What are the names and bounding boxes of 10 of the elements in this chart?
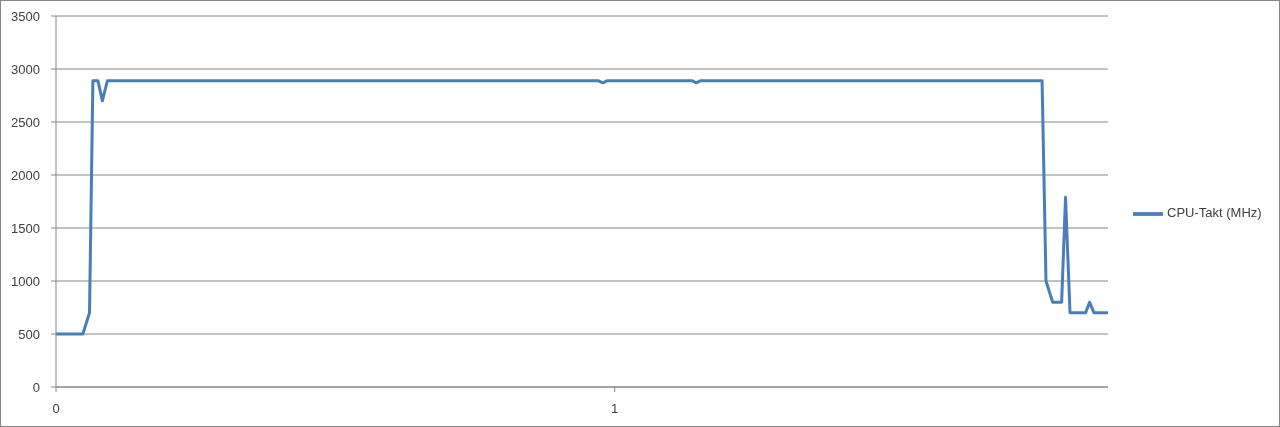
y-tick-label: 3500 [11,8,40,24]
y-tick-label: 0 [32,379,40,395]
y-tick-label: 1000 [11,273,40,289]
y-tick-label: 3000 [11,61,40,77]
y-tick-label: 500 [18,326,40,342]
x-tick-label: 1 [611,401,619,417]
y-tick-label: 2500 [11,114,40,130]
y-tick-label: 1500 [11,220,40,236]
legend-label: CPU-Takt (MHz) [1167,204,1262,220]
y-tick-label: 2000 [11,167,40,183]
